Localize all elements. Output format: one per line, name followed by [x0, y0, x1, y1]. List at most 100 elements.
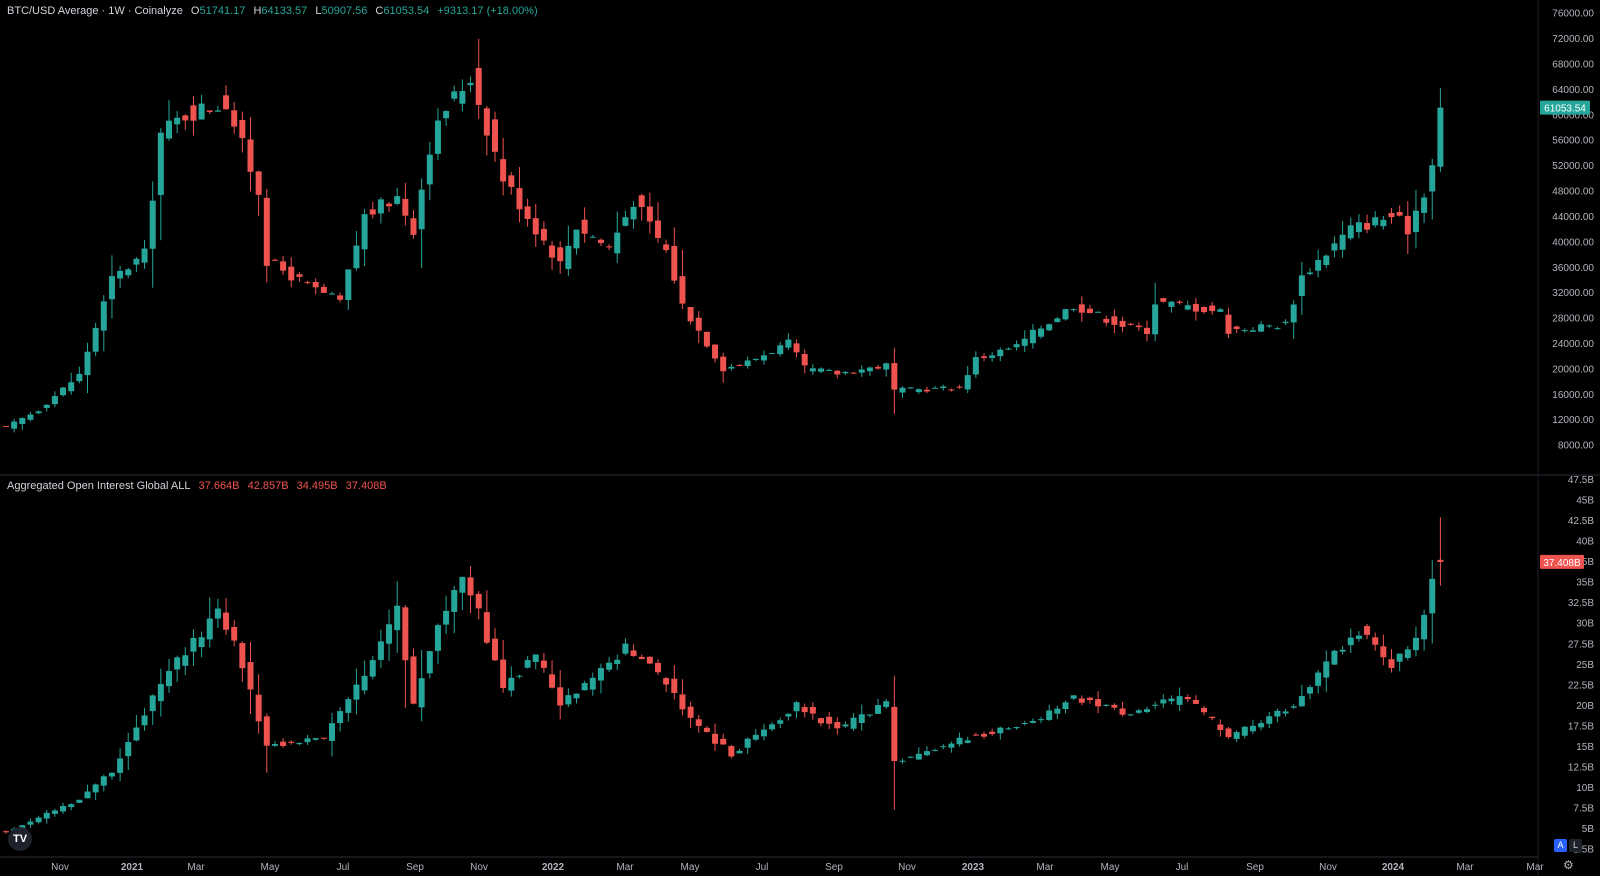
price-candle	[524, 206, 531, 219]
time-axis-label: 2023	[962, 862, 985, 873]
oi-candle	[320, 737, 327, 739]
price-candle	[769, 353, 776, 355]
time-axis-label: Sep	[406, 862, 424, 873]
oi-candle	[940, 746, 947, 748]
oi-candle	[1160, 699, 1167, 704]
time-axis-label: Nov	[898, 862, 916, 873]
price-axis-tick: 20000.00	[1552, 364, 1594, 375]
time-axis-label: May	[681, 862, 700, 873]
price-legend: BTC/USD Average · 1W · Coinalyze O51741.…	[7, 5, 543, 17]
oi-candle	[573, 693, 580, 699]
oi-legend: Aggregated Open Interest Global ALL 37.6…	[7, 480, 392, 492]
log-scale-button[interactable]: L	[1569, 839, 1582, 852]
oi-candle	[1339, 649, 1346, 652]
price-candle	[1355, 222, 1362, 233]
oi-candle	[1062, 702, 1069, 710]
price-candle	[231, 110, 238, 127]
price-candle	[108, 276, 115, 300]
price-candle	[720, 356, 727, 372]
oi-candle	[459, 576, 466, 593]
price-candle	[1290, 304, 1297, 323]
oi-candle	[1331, 650, 1338, 665]
time-axis-label: Nov	[51, 862, 69, 873]
oi-candle	[296, 742, 303, 745]
time-axis-label: 2024	[1382, 862, 1405, 873]
price-candle	[410, 218, 417, 235]
time-axis-label: May	[1101, 862, 1120, 873]
oi-candle	[280, 741, 287, 746]
oi-candle	[263, 716, 270, 746]
price-candle	[671, 246, 678, 281]
oi-candle	[1315, 672, 1322, 686]
price-candle	[997, 349, 1004, 357]
oi-candle	[1103, 704, 1110, 706]
price-candle	[174, 117, 181, 125]
price-candle	[394, 196, 401, 204]
oi-candle	[744, 738, 751, 748]
price-candle	[1062, 309, 1069, 320]
oi-candle	[1054, 708, 1061, 714]
time-axis-label: Sep	[825, 862, 843, 873]
oi-candle	[304, 738, 311, 743]
oi-candle	[337, 711, 344, 724]
price-candle	[1135, 325, 1142, 328]
price-candle	[492, 119, 498, 152]
price-candle	[695, 317, 702, 331]
price-candle	[223, 95, 230, 110]
price-axis-tick: 60000.00	[1552, 110, 1594, 121]
price-axis-tick: 36000.00	[1552, 263, 1594, 274]
time-axis-label: Mar	[1526, 862, 1544, 873]
price-candle	[883, 363, 890, 370]
tradingview-logo-icon[interactable]: TV	[8, 827, 32, 851]
price-axis-tick: 24000.00	[1552, 339, 1594, 350]
price-candle	[752, 358, 759, 360]
price-candle	[76, 373, 83, 382]
time-axis-label: Mar	[616, 862, 634, 873]
price-candle	[630, 206, 637, 220]
price-candle	[1274, 328, 1281, 330]
oi-candle	[402, 607, 409, 661]
gear-icon[interactable]: ⚙	[1563, 858, 1574, 872]
oi-candle	[92, 784, 99, 793]
price-candle	[516, 188, 523, 210]
oi-axis-tick: 7.5B	[1573, 803, 1594, 814]
price-axis-tick: 8000.00	[1558, 441, 1595, 452]
price-candle	[312, 281, 319, 288]
oi-candle	[1233, 732, 1240, 739]
price-candle	[35, 411, 42, 414]
oi-candle	[614, 659, 621, 664]
oi-axis-tick: 12.5B	[1568, 762, 1594, 773]
price-candle	[940, 386, 947, 389]
oi-candle	[826, 716, 833, 724]
price-axis-tick: 32000.00	[1552, 288, 1594, 299]
oi-candle	[557, 687, 564, 706]
close-value: 61053.54	[383, 5, 430, 17]
oi-candle	[1249, 725, 1256, 732]
price-candle	[1021, 338, 1028, 346]
oi-candle	[703, 727, 710, 732]
low-label: L	[315, 5, 322, 17]
time-axis-label: 2021	[121, 862, 144, 873]
oi-candle	[948, 743, 955, 748]
oi-candle	[386, 624, 393, 644]
price-candle	[304, 282, 311, 284]
auto-scale-button[interactable]: A	[1554, 839, 1567, 852]
oi-candle	[736, 750, 743, 754]
price-candle	[760, 355, 767, 361]
time-axis-label: 2022	[542, 862, 565, 873]
oi-candle	[679, 694, 686, 710]
oi-candle	[247, 662, 254, 690]
oi-candle	[1282, 711, 1289, 714]
price-candle	[1160, 298, 1167, 302]
price-candle	[744, 360, 751, 367]
oi-candle	[329, 723, 335, 741]
oi-axis-tick: 22.5B	[1568, 680, 1594, 691]
oi-candle	[35, 817, 42, 823]
oi-candle	[1168, 698, 1175, 702]
oi-candle	[1021, 723, 1028, 725]
oi-candle	[883, 701, 890, 707]
price-candle	[1380, 219, 1387, 227]
price-candle	[923, 389, 930, 392]
oi-candle	[597, 668, 604, 681]
